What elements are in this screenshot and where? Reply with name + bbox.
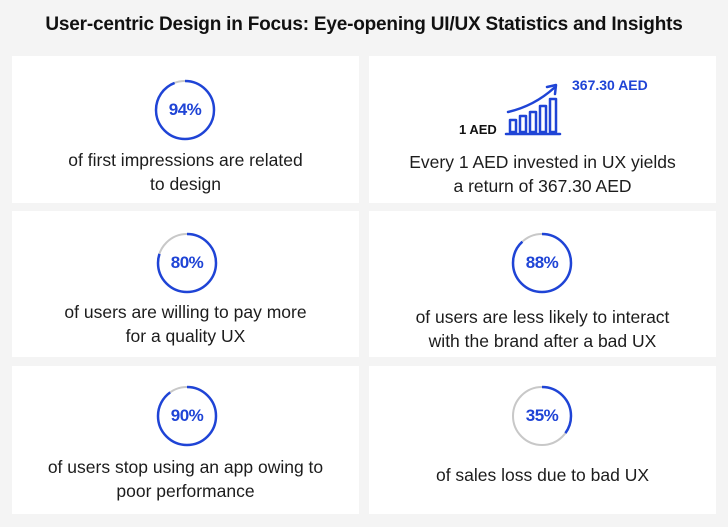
stat-value: 35% (525, 406, 559, 425)
stat-description-line: to design (149, 174, 222, 194)
stat-card-pay-more: 80% of users are willing to pay more for… (12, 211, 359, 357)
stat-description-line: Every 1 AED invested in UX yields (409, 152, 676, 172)
stat-description: of users are willing to pay more for a q… (12, 300, 359, 348)
progress-ring-graphic (511, 385, 573, 447)
progress-ring-graphic (154, 79, 216, 141)
stat-card-app-performance: 90% of users stop using an app owing to … (12, 366, 359, 514)
ring-progress-arc (511, 385, 573, 447)
progress-ring: 35% (510, 384, 574, 448)
ring-progress-arc (156, 232, 218, 294)
stat-description: of first impressions are related to desi… (12, 148, 359, 196)
page-title: User-centric Design in Focus: Eye-openin… (45, 14, 683, 35)
stat-description-line: of first impressions are related (68, 150, 303, 170)
stat-card-ux-roi: 1 AED 367.30 AED Every 1 AED invested in… (369, 56, 716, 203)
progress-ring-graphic (156, 385, 218, 447)
stat-value: 90% (170, 406, 204, 425)
stat-description: of users stop using an app owing to poor… (12, 455, 359, 503)
stat-description-line: of sales loss due to bad UX (435, 465, 650, 485)
roi-start-label: 1 AED (459, 122, 497, 137)
stat-description: of sales loss due to bad UX (369, 463, 716, 487)
stat-description-line: of users stop using an app owing to (47, 457, 324, 477)
stat-description: of users are less likely to interact wit… (369, 305, 716, 353)
stat-description: Every 1 AED invested in UX yields a retu… (369, 150, 716, 198)
stat-value: 88% (525, 253, 559, 272)
stat-value: 80% (170, 253, 204, 272)
ring-progress-arc (154, 79, 216, 141)
ring-progress-arc (511, 232, 573, 294)
progress-ring-graphic (511, 232, 573, 294)
stat-description-line: a return of 367.30 AED (453, 176, 632, 196)
growth-chart-icon (504, 83, 562, 136)
progress-ring: 80% (155, 231, 219, 295)
stat-description-line: poor performance (116, 481, 255, 501)
progress-ring-graphic (156, 232, 218, 294)
progress-ring: 90% (155, 384, 219, 448)
roi-end-label: 367.30 AED (572, 77, 648, 93)
stat-card-first-impressions: 94% of first impressions are related to … (12, 56, 359, 203)
progress-ring: 88% (510, 231, 574, 295)
stat-card-bad-ux-brand: 88% of users are less likely to interact… (369, 211, 716, 357)
ring-progress-arc (156, 385, 218, 447)
stat-description-line: for a quality UX (125, 326, 246, 346)
progress-ring: 94% (153, 78, 217, 142)
stat-card-sales-loss: 35% of sales loss due to bad UX (369, 366, 716, 514)
stat-value: 94% (168, 100, 202, 119)
stat-description-line: with the brand after a bad UX (428, 331, 657, 351)
stat-description-line: of users are willing to pay more (64, 302, 307, 322)
stat-description-line: of users are less likely to interact (415, 307, 670, 327)
